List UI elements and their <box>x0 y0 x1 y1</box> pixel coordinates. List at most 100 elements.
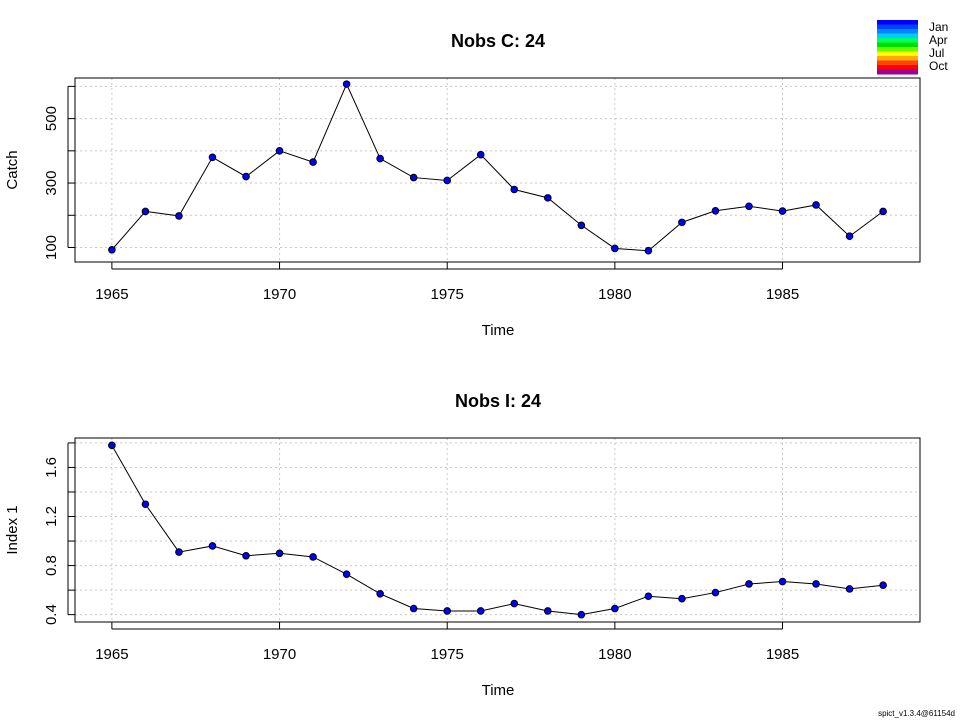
legend-label-jan: Jan <box>929 20 948 34</box>
x-tick-labels: 1965 1970 1975 1980 1985 <box>95 286 799 303</box>
data-point <box>141 207 150 216</box>
data-point <box>376 154 384 163</box>
plot-frame <box>74 437 921 623</box>
index-panel: 1965 1970 1975 1980 1985 0.4 0.8 1.2 1.6 Nobs I… <box>4 391 921 699</box>
version-footer: spict_v1.3.4@61154d <box>878 709 955 718</box>
data-point <box>611 604 619 613</box>
data-point <box>309 553 317 561</box>
data-point <box>845 585 854 593</box>
chart-title: Nobs C: 24 <box>451 31 545 51</box>
data-point <box>443 607 452 615</box>
data-point <box>644 592 653 601</box>
y-tick-label: 1.2 <box>43 506 60 527</box>
data-point <box>577 610 586 619</box>
data-point <box>879 581 887 590</box>
data-point <box>175 548 183 556</box>
axis-ticks <box>67 85 784 270</box>
data-point <box>242 551 250 560</box>
legend-color-swatch <box>877 33 918 39</box>
data-point <box>141 500 150 509</box>
legend-color-swatch <box>877 38 918 43</box>
x-tick-label: 1985 <box>766 646 799 663</box>
y-tick-label: 500 <box>43 106 60 131</box>
x-tick-label: 1965 <box>95 286 128 303</box>
data-point <box>275 147 284 155</box>
data-point <box>845 232 854 241</box>
x-tick-label: 1980 <box>598 286 631 303</box>
data-point <box>778 577 787 586</box>
x-tick-label: 1970 <box>263 646 296 663</box>
data-point <box>376 589 384 598</box>
index-points <box>108 441 887 619</box>
y-tick-label: 0.8 <box>43 555 60 576</box>
data-point <box>275 549 284 558</box>
x-tick-label: 1985 <box>766 286 799 303</box>
legend-label-oct: Oct <box>929 59 948 73</box>
data-point <box>711 206 720 215</box>
y-tick-label: 1.6 <box>43 457 60 478</box>
legend-color-swatch <box>877 29 918 34</box>
y-tick-label: 100 <box>43 235 60 260</box>
data-point <box>108 441 116 450</box>
legend-color-swatch <box>877 42 918 48</box>
data-point <box>678 594 686 603</box>
data-point <box>879 207 887 216</box>
data-point <box>443 176 452 185</box>
data-point <box>644 246 653 255</box>
x-tick-label: 1975 <box>431 286 464 303</box>
data-point <box>342 570 351 578</box>
data-point <box>108 245 116 254</box>
legend-label-jul: Jul <box>929 46 944 60</box>
legend-color-swatch <box>877 56 918 61</box>
axis-ticks <box>67 442 784 630</box>
x-tick-label: 1975 <box>431 646 464 663</box>
legend-color-swatch <box>877 51 918 57</box>
data-point <box>611 244 619 253</box>
x-tick-label: 1970 <box>263 286 296 303</box>
y-tick-label: 300 <box>43 171 60 196</box>
legend-color-swatch <box>877 47 918 52</box>
data-point <box>510 599 519 608</box>
data-point <box>510 185 519 194</box>
data-point <box>745 580 753 588</box>
data-point <box>309 158 317 166</box>
y-axis-label: Catch <box>4 150 21 189</box>
catch-panel: 1965 1970 1975 1980 1985 100 300 500 Nobs C: 2… <box>4 31 921 339</box>
index-series-line <box>111 445 884 616</box>
month-color-legend: Jan Apr Jul Oct <box>877 20 948 75</box>
legend-label-apr: Apr <box>929 33 948 47</box>
legend-color-swatch <box>877 65 918 70</box>
grid-lines <box>75 438 920 622</box>
data-point <box>476 607 485 615</box>
legend-color-swatch <box>877 24 918 30</box>
legend-color-swatch <box>877 69 918 75</box>
data-point <box>745 202 753 211</box>
data-point <box>409 173 418 182</box>
y-tick-labels: 100 300 500 <box>43 106 60 260</box>
x-tick-label: 1980 <box>598 646 631 663</box>
x-tick-label: 1965 <box>95 646 128 663</box>
data-point <box>778 207 787 215</box>
data-point <box>409 604 418 613</box>
x-axis-label: Time <box>482 682 515 699</box>
chart-title: Nobs I: 24 <box>455 391 541 411</box>
data-point <box>476 150 485 159</box>
data-point <box>812 580 820 588</box>
data-point <box>543 607 552 615</box>
legend-color-swatch <box>877 20 918 25</box>
y-axis-label: Index 1 <box>4 505 21 554</box>
catch-series-line <box>111 82 884 252</box>
y-tick-labels: 0.4 0.8 1.2 1.6 <box>43 457 60 625</box>
x-axis-label: Time <box>482 322 515 339</box>
data-point <box>543 194 552 202</box>
data-point <box>711 588 720 597</box>
data-point <box>208 153 217 162</box>
data-point <box>342 80 351 88</box>
x-tick-labels: 1965 1970 1975 1980 1985 <box>95 646 799 663</box>
legend-color-bar <box>877 20 918 75</box>
plot-frame <box>74 77 921 263</box>
data-point <box>678 218 686 227</box>
data-point <box>812 201 820 209</box>
legend-color-swatch <box>877 60 918 66</box>
